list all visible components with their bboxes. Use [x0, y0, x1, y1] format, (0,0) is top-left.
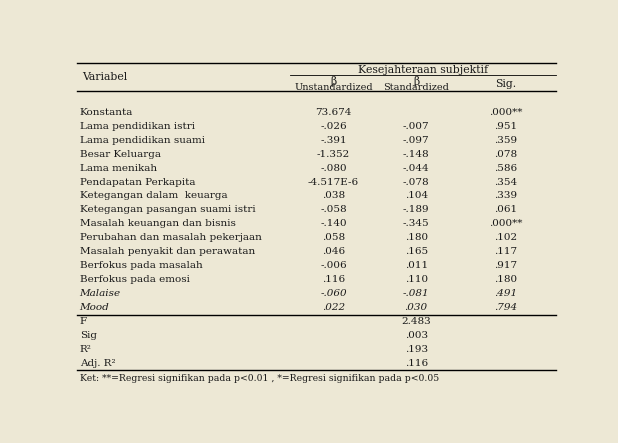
Text: Pendapatan Perkapita: Pendapatan Perkapita: [80, 178, 195, 187]
Text: -4.517E-6: -4.517E-6: [308, 178, 359, 187]
Text: -.148: -.148: [403, 150, 430, 159]
Text: β: β: [413, 76, 419, 87]
Text: Mood: Mood: [80, 303, 109, 312]
Text: 73.674: 73.674: [315, 108, 352, 117]
Text: Standardized: Standardized: [383, 83, 449, 92]
Text: Ketegangan pasangan suami istri: Ketegangan pasangan suami istri: [80, 206, 255, 214]
Text: -.058: -.058: [320, 206, 347, 214]
Text: Perubahan dan masalah pekerjaan: Perubahan dan masalah pekerjaan: [80, 233, 261, 242]
Text: .794: .794: [494, 303, 517, 312]
Text: Lama pendidikan suami: Lama pendidikan suami: [80, 136, 205, 145]
Text: .003: .003: [405, 331, 428, 340]
Text: Berfokus pada masalah: Berfokus pada masalah: [80, 261, 202, 270]
Text: -.140: -.140: [320, 219, 347, 229]
Text: .038: .038: [322, 191, 345, 201]
Text: Ket: **=Regresi signifikan pada p<0.01 , *=Regresi signifikan pada p<0.05: Ket: **=Regresi signifikan pada p<0.01 ,…: [80, 373, 439, 383]
Text: .354: .354: [494, 178, 517, 187]
Text: .110: .110: [405, 275, 428, 284]
Text: Masalah keuangan dan bisnis: Masalah keuangan dan bisnis: [80, 219, 235, 229]
Text: .586: .586: [494, 163, 517, 173]
Text: Malaise: Malaise: [80, 289, 121, 298]
Text: .011: .011: [405, 261, 428, 270]
Text: .165: .165: [405, 247, 428, 256]
Text: .951: .951: [494, 122, 517, 131]
Text: F: F: [80, 317, 87, 326]
Text: Berfokus pada emosi: Berfokus pada emosi: [80, 275, 190, 284]
Text: .180: .180: [494, 275, 517, 284]
Text: .491: .491: [494, 289, 517, 298]
Text: .000**: .000**: [489, 108, 523, 117]
Text: -1.352: -1.352: [317, 150, 350, 159]
Text: .058: .058: [322, 233, 345, 242]
Text: Lama pendidikan istri: Lama pendidikan istri: [80, 122, 195, 131]
Text: -.044: -.044: [403, 163, 430, 173]
Text: Kesejahteraan subjektif: Kesejahteraan subjektif: [358, 66, 488, 75]
Text: Konstanta: Konstanta: [80, 108, 133, 117]
Text: .022: .022: [322, 303, 345, 312]
Text: -.080: -.080: [320, 163, 347, 173]
Text: Masalah penyakit dan perawatan: Masalah penyakit dan perawatan: [80, 247, 255, 256]
Text: .102: .102: [494, 233, 517, 242]
Text: .078: .078: [494, 150, 517, 159]
Text: Besar Keluarga: Besar Keluarga: [80, 150, 161, 159]
Text: -.345: -.345: [403, 219, 430, 229]
Text: -.007: -.007: [403, 122, 430, 131]
Text: Sig.: Sig.: [496, 79, 517, 89]
Text: Ketegangan dalam  keuarga: Ketegangan dalam keuarga: [80, 191, 227, 201]
Text: .046: .046: [322, 247, 345, 256]
Text: -.391: -.391: [320, 136, 347, 145]
Text: Sig: Sig: [80, 331, 96, 340]
Text: Variabel: Variabel: [82, 72, 127, 82]
Text: .339: .339: [494, 191, 517, 201]
Text: -.060: -.060: [320, 289, 347, 298]
Text: 2.483: 2.483: [401, 317, 431, 326]
Text: .917: .917: [494, 261, 517, 270]
Text: -.097: -.097: [403, 136, 430, 145]
Text: -.189: -.189: [403, 206, 430, 214]
Text: .104: .104: [405, 191, 428, 201]
Text: .193: .193: [405, 345, 428, 354]
Text: R²: R²: [80, 345, 91, 354]
Text: .116: .116: [322, 275, 345, 284]
Text: -.006: -.006: [320, 261, 347, 270]
Text: .359: .359: [494, 136, 517, 145]
Text: .030: .030: [405, 303, 428, 312]
Text: -.081: -.081: [403, 289, 430, 298]
Text: Lama menikah: Lama menikah: [80, 163, 157, 173]
Text: β: β: [331, 76, 337, 87]
Text: .000**: .000**: [489, 219, 523, 229]
Text: Unstandardized: Unstandardized: [294, 83, 373, 92]
Text: .116: .116: [405, 359, 428, 368]
Text: -.026: -.026: [320, 122, 347, 131]
Text: .061: .061: [494, 206, 517, 214]
Text: .180: .180: [405, 233, 428, 242]
Text: -.078: -.078: [403, 178, 430, 187]
Text: Adj. R²: Adj. R²: [80, 359, 116, 368]
Text: .117: .117: [494, 247, 517, 256]
